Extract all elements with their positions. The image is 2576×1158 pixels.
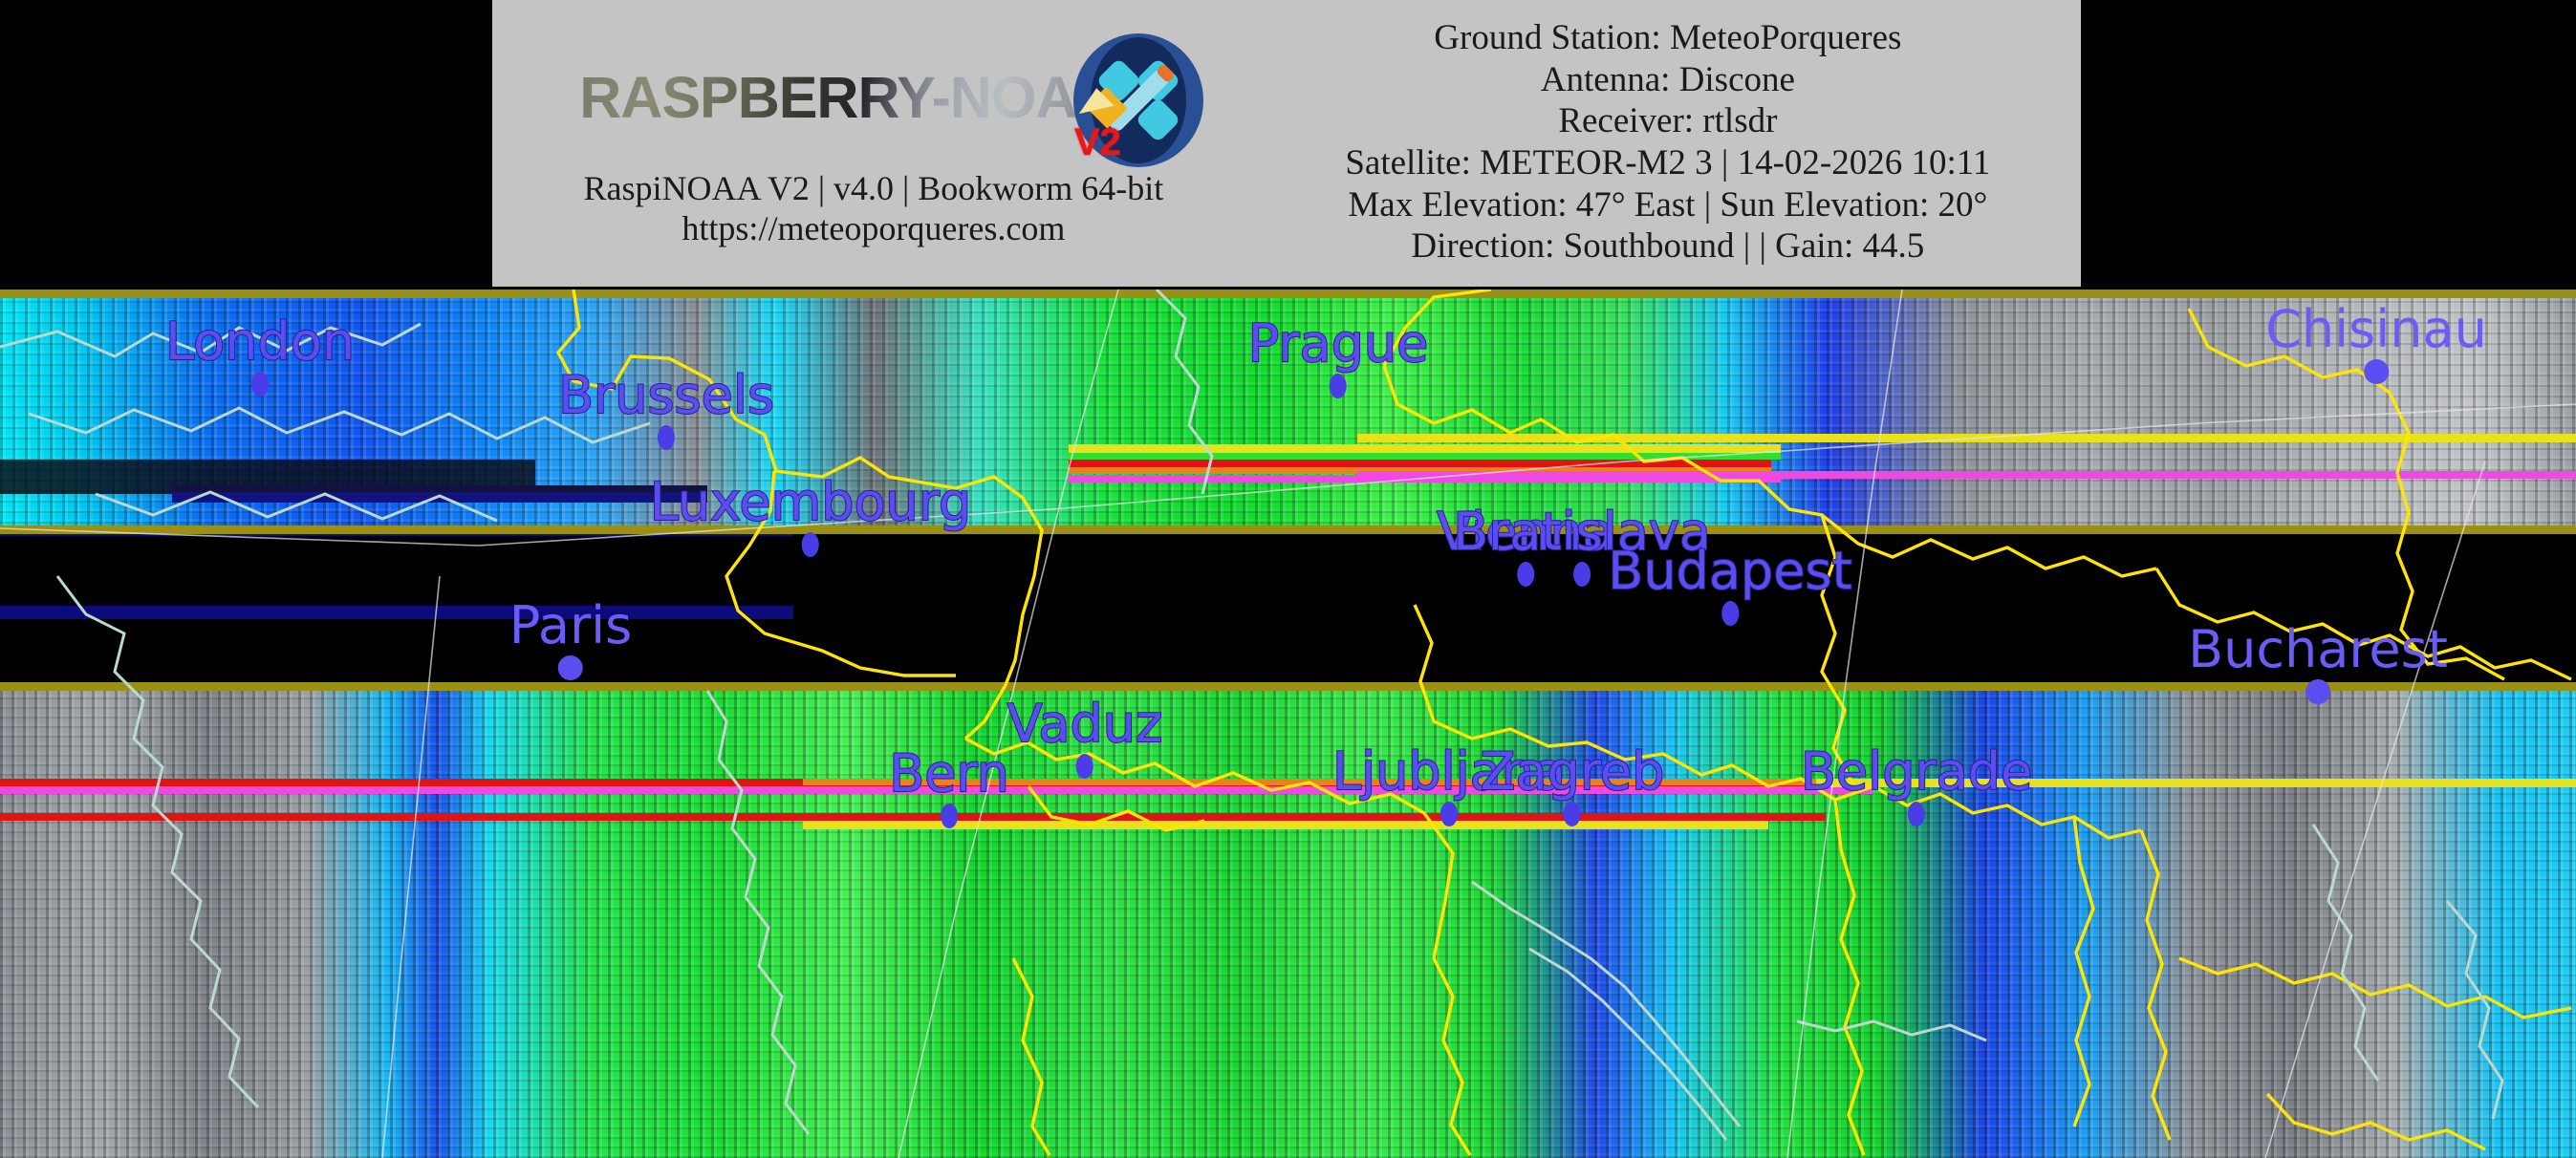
city-marker-dot: [1563, 802, 1581, 826]
scanline-red-1: [1069, 460, 1771, 467]
city-marker-dot: [557, 655, 583, 680]
scanline-magenta-3: [0, 786, 1873, 794]
city-label-bucharest: Bucharest: [2188, 624, 2448, 704]
map-vector-overlay: [0, 290, 2576, 1158]
city-marker-dot: [1440, 802, 1458, 826]
scanline-orange-2: [803, 779, 1826, 785]
city-label-paris: Paris: [509, 595, 633, 680]
scanline-yellow-3: [803, 821, 1768, 829]
graticule: [0, 290, 2576, 1158]
direction-gain-line: Direction: Southbound | | Gain: 44.5: [1411, 226, 1925, 267]
receiver-line: Receiver: rtlsdr: [1558, 101, 1778, 141]
city-label-text: Vienna: [1436, 502, 1615, 562]
scanline-orange-1: [1069, 467, 1771, 474]
city-label-text: Ljubljana: [1331, 741, 1567, 802]
city-label-budapest: Budapest: [1607, 541, 1853, 626]
city-label-text: Vaduz: [1007, 694, 1164, 754]
city-label-ljubljana: Ljubljana: [1331, 741, 1567, 826]
logo-row: RASPBERRY-NOAA V2: [492, 27, 1255, 168]
satellite-line: Satellite: METEOR-M2 3 | 14-02-2026 10:1…: [1345, 142, 1991, 182]
city-marker-dot: [1721, 601, 1739, 626]
city-marker-dot: [1908, 802, 1925, 826]
city-marker-dot: [250, 372, 269, 397]
city-label-prague: Prague: [1247, 313, 1430, 398]
city-label-text: Budapest: [1607, 541, 1852, 601]
ground-station-line: Ground Station: MeteoPorqueres: [1434, 18, 1902, 57]
city-label-bern: Bern: [888, 743, 1010, 828]
satellite-logo-icon: [1072, 33, 1203, 167]
city-label-text: London: [164, 311, 356, 372]
strip-edge-lower-top: [0, 682, 2576, 691]
city-label-text: Zagreb: [1480, 741, 1666, 802]
country-borders: [555, 290, 2572, 1156]
city-marker-dot: [1572, 562, 1591, 587]
city-marker-dot: [2305, 679, 2330, 704]
scanline-green-1: [1069, 453, 1781, 460]
data-dropout-black-b: [0, 619, 793, 642]
scanline-magenta-2: [1357, 471, 2576, 479]
city-marker-dot: [1076, 754, 1093, 779]
antenna-line: Antenna: Discone: [1540, 59, 1795, 99]
city-marker-dot: [657, 425, 675, 450]
coastlines: [0, 290, 2504, 1141]
scanline-yellow-4: [1816, 779, 2576, 787]
city-label-text: Chisinau: [2265, 299, 2487, 359]
elevation-line: Max Elevation: 47° East | Sun Elevation:…: [1348, 184, 1988, 225]
city-label-text: Bern: [888, 743, 1010, 804]
scanline-yellow-1: [1069, 444, 1781, 453]
city-label-text: Bucharest: [2188, 619, 2448, 679]
strip-edge-top: [0, 290, 2576, 298]
city-marker-dot: [1517, 562, 1534, 587]
scanline-red-3: [0, 813, 1826, 821]
city-label-bratislava: Bratislava: [1452, 502, 1712, 587]
software-line: RaspiNOAA V2 | v4.0 | Bookworm 64-bit: [583, 169, 1164, 207]
city-marker-dot: [941, 804, 958, 828]
city-marker-dot: [1329, 374, 1347, 398]
city-label-belgrade: Belgrade: [1800, 741, 2033, 826]
city-marker-dot: [802, 532, 819, 557]
info-header-panel: RASPBERRY-NOAA V2 Raspi: [492, 0, 2081, 287]
city-label-chisinau: Chisinau: [2265, 304, 2487, 384]
city-label-vaduz: Vaduz: [1007, 694, 1164, 779]
city-label-text: Paris: [509, 595, 633, 655]
header-right-column: Ground Station: MeteoPorqueres Antenna: …: [1255, 0, 2081, 287]
data-dropout-black-a: [0, 571, 793, 606]
city-marker-dot: [2363, 359, 2389, 384]
city-label-text: Brussels: [557, 365, 775, 425]
city-label-luxembourg: Luxembourg: [649, 472, 973, 557]
strip-edge-upper-bottom: [0, 525, 2576, 534]
city-label-london: London: [164, 311, 356, 397]
city-label-zagreb: Zagreb: [1480, 741, 1666, 826]
site-url-line: https://meteoporqueres.com: [682, 209, 1066, 248]
city-label-text: Prague: [1247, 313, 1430, 374]
city-label-brussels: Brussels: [557, 365, 775, 450]
data-dropout-navy-b: [0, 606, 793, 619]
raspberry-noaa-wordmark: RASPBERRY-NOAA: [579, 65, 1118, 130]
logo-version-badge: V2: [1073, 121, 1121, 163]
city-label-text: Bratislava: [1452, 502, 1712, 562]
city-label-vienna: Vienna: [1436, 502, 1615, 587]
satellite-image: London Brussels Luxembourg Paris Bern Vaduz Pr…: [0, 290, 2576, 1158]
city-label-text: Luxembourg: [649, 472, 973, 532]
city-label-text: Belgrade: [1800, 741, 2033, 802]
data-dropout-top-b: [172, 485, 707, 495]
header-left-column: RASPBERRY-NOAA V2 Raspi: [492, 0, 1255, 287]
